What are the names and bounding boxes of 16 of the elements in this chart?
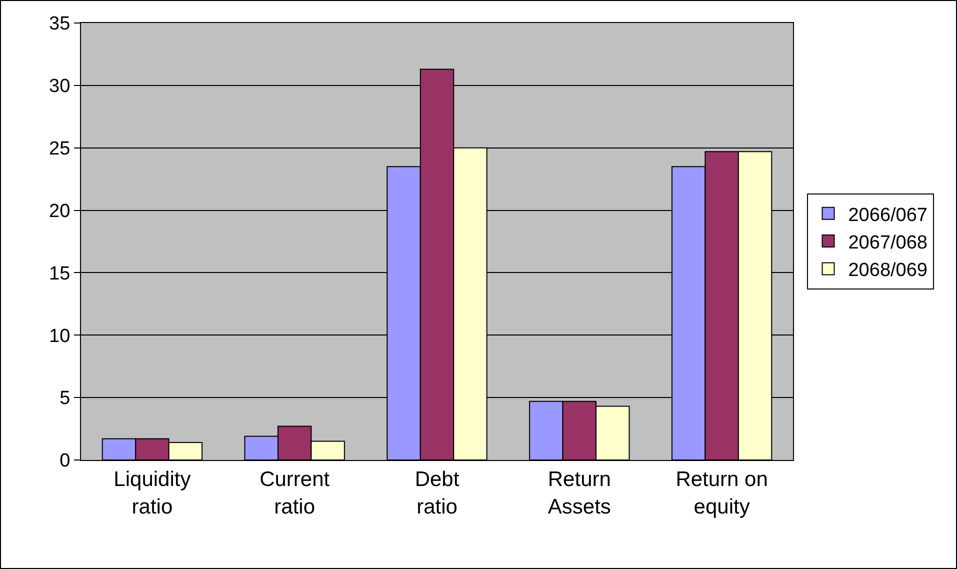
- x-tick-label: Liquidity ratio: [114, 468, 192, 518]
- y-tick-label: 0: [60, 450, 70, 472]
- x-tick-label: Current ratio: [260, 468, 330, 518]
- y-tick-label: 15: [49, 263, 70, 284]
- y-tick-label: 20: [49, 200, 70, 222]
- y-tick-label: 5: [60, 388, 70, 410]
- y-tick-label: 30: [49, 76, 70, 98]
- x-tick-label: Debt ratio: [414, 468, 460, 518]
- legend-label: 2068/069: [848, 260, 928, 282]
- y-tick-label: 10: [49, 326, 70, 347]
- x-tick-label: Return Assets: [548, 468, 611, 518]
- legend-label: 2067/068: [848, 232, 928, 254]
- y-tick-label: 25: [49, 138, 70, 160]
- legend-label: 2066/067: [848, 204, 928, 226]
- x-tick-label: Return on equity: [676, 468, 768, 518]
- y-tick-label: 35: [49, 14, 70, 35]
